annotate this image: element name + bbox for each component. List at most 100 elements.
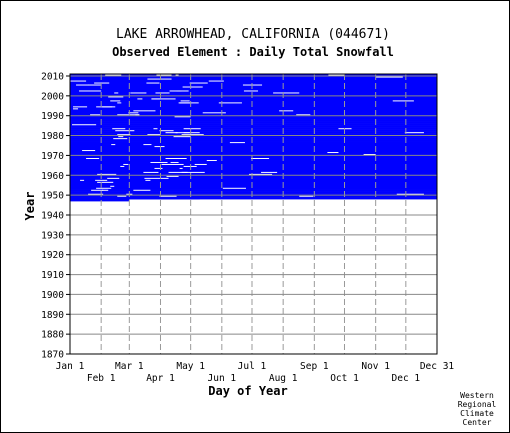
missing-gap: [111, 144, 116, 146]
missing-gap: [151, 98, 176, 100]
missing-gap: [363, 154, 376, 156]
missing-gap: [115, 130, 135, 132]
year-row-1991: [70, 111, 437, 115]
missing-gap: [117, 102, 122, 104]
missing-gap: [338, 128, 352, 130]
missing-gap: [145, 179, 151, 181]
year-row-2003: [70, 87, 437, 91]
x-tick-label: Jul 1: [238, 361, 267, 372]
y-tick-label: 2010: [41, 71, 64, 82]
missing-gap: [155, 92, 170, 94]
x-tick-label: Jun 1: [208, 373, 237, 384]
missing-gap: [130, 92, 147, 94]
year-row-1984: [70, 125, 437, 128]
y-tick-label: 1980: [41, 131, 64, 142]
missing-gap: [180, 100, 190, 102]
y-tick-label: 1890: [41, 310, 64, 321]
year-row-1959: [70, 175, 437, 178]
missing-gap: [183, 132, 200, 134]
missing-gap: [242, 84, 263, 86]
missing-gap: [154, 146, 165, 148]
missing-gap: [90, 114, 101, 116]
missing-gap: [166, 175, 179, 177]
y-tick-label: 1920: [41, 250, 64, 261]
year-row-1967: [70, 159, 437, 162]
year-row-2010: [70, 74, 437, 77]
year-row-1982: [70, 129, 437, 132]
missing-gap: [169, 90, 182, 92]
missing-gap: [229, 142, 245, 144]
missing-gap: [182, 86, 203, 88]
year-row-1987: [70, 119, 437, 122]
year-row-1953: [70, 187, 437, 190]
year-row-1966: [70, 161, 437, 164]
year-row-2007: [70, 79, 437, 83]
year-row-1994: [70, 105, 437, 109]
missing-gap: [133, 189, 151, 191]
year-row-2008: [70, 77, 437, 81]
missing-gap: [147, 78, 172, 80]
missing-gap: [176, 90, 189, 92]
missing-gap: [154, 167, 163, 169]
missing-gap: [76, 84, 90, 86]
year-row-1952: [70, 189, 437, 192]
chart-title: LAKE ARROWHEAD, CALIFORNIA (044671): [116, 27, 390, 42]
missing-gap: [250, 158, 270, 159]
missing-gap: [91, 189, 104, 191]
missing-gap: [175, 132, 190, 134]
missing-gap: [143, 171, 159, 173]
missing-gap: [135, 114, 140, 116]
missing-gap: [97, 181, 114, 183]
missing-gap: [134, 199, 140, 201]
missing-gap: [147, 134, 161, 136]
year-row-1981: [70, 131, 437, 134]
year-row-1986: [70, 121, 437, 124]
missing-gap: [73, 106, 88, 108]
year-row-1980: [70, 133, 437, 136]
x-tick-label: Oct 1: [330, 373, 359, 384]
missing-gap: [392, 100, 414, 102]
missing-gap: [108, 96, 124, 98]
missing-gap: [327, 152, 339, 154]
missing-gap: [261, 171, 278, 173]
year-row-2009: [70, 75, 437, 79]
y-tick-label: 1910: [41, 270, 64, 281]
missing-gap: [70, 80, 87, 82]
x-tick-label: Feb 1: [87, 373, 116, 384]
y-tick-label: 2000: [41, 91, 64, 102]
credit-line: Regional: [458, 400, 497, 409]
missing-gap: [183, 165, 197, 167]
year-row-1948: [70, 197, 437, 200]
year-row-1961: [70, 171, 437, 174]
credit-block: Western Regional Climate Center: [458, 391, 497, 427]
y-tick-label: 1940: [41, 210, 64, 221]
missing-gap: [117, 114, 140, 116]
missing-gap: [328, 74, 345, 76]
missing-gap: [79, 90, 102, 92]
year-row-1947: [70, 199, 130, 202]
missing-gap: [189, 82, 208, 84]
y-tick-label: 1990: [41, 111, 64, 122]
year-row-1948: [70, 197, 200, 200]
missing-gap: [120, 165, 125, 167]
x-axis-label: Day of Year: [208, 384, 287, 398]
missing-gap: [206, 159, 217, 161]
missing-gap: [153, 128, 158, 130]
missing-gap: [118, 136, 124, 138]
missing-gap: [110, 100, 121, 102]
missing-gap: [243, 90, 259, 92]
missing-gap: [222, 187, 246, 189]
year-row-2004: [70, 85, 437, 89]
missing-gap: [95, 179, 108, 181]
year-row-1985: [70, 123, 437, 126]
missing-gap: [117, 195, 127, 197]
missing-gap: [165, 158, 187, 159]
missing-gap: [105, 74, 122, 76]
x-tick-label: Mar 1: [115, 361, 144, 372]
missing-gap: [97, 173, 117, 175]
year-row-2001: [70, 91, 437, 95]
missing-gap: [299, 195, 314, 197]
missing-gap: [150, 161, 168, 163]
year-row-1964: [70, 165, 437, 168]
missing-gap: [80, 179, 85, 181]
